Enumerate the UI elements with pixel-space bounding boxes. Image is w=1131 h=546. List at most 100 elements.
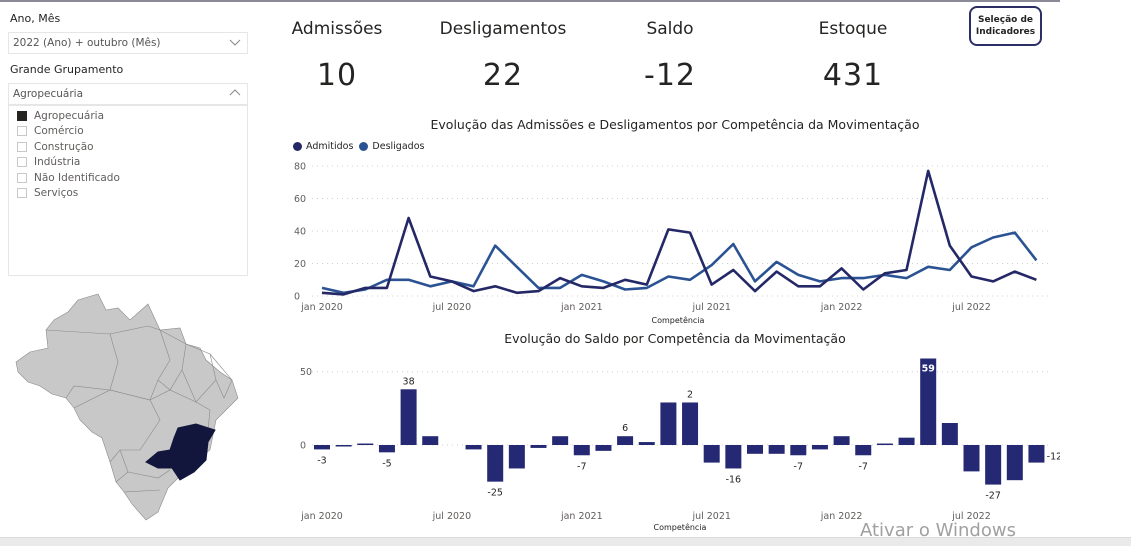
ano-mes-dropdown[interactable]: 2022 (Ano) + outubro (Mês) [8, 32, 248, 54]
bar[interactable] [768, 445, 785, 454]
data-point-admitidos[interactable] [1011, 268, 1019, 276]
bar[interactable] [811, 445, 828, 450]
data-point-desligados[interactable] [621, 286, 629, 294]
data-point-admitidos[interactable] [1032, 276, 1040, 284]
data-point-admitidos[interactable] [708, 281, 716, 289]
bar[interactable] [422, 436, 439, 445]
data-point-admitidos[interactable] [643, 281, 651, 289]
series-line-desligados[interactable] [321, 231, 1038, 295]
data-point-desligados[interactable] [686, 276, 694, 284]
data-point-desligados[interactable] [751, 277, 759, 285]
data-point-desligados[interactable] [838, 274, 846, 282]
data-point-desligados[interactable] [1032, 256, 1040, 264]
bar[interactable] [963, 445, 980, 472]
bar[interactable] [530, 445, 547, 448]
data-point-desligados[interactable] [729, 240, 737, 248]
data-point-desligados[interactable] [405, 276, 413, 284]
bar[interactable] [790, 445, 807, 456]
bar[interactable] [682, 402, 699, 445]
bar[interactable] [508, 445, 525, 469]
data-point-admitidos[interactable] [578, 282, 586, 290]
data-point-desligados[interactable] [903, 274, 911, 282]
checkbox[interactable] [17, 188, 27, 199]
data-point-desligados[interactable] [773, 258, 781, 266]
bar[interactable] [855, 445, 872, 456]
data-point-desligados[interactable] [1011, 229, 1019, 237]
data-point-desligados[interactable] [794, 271, 802, 279]
data-point-admitidos[interactable] [989, 277, 997, 285]
series-line-admitidos[interactable] [321, 169, 1037, 296]
data-point-desligados[interactable] [708, 261, 716, 269]
grande-grupamento-dropdown[interactable]: Agropecuária [8, 83, 248, 105]
data-point-admitidos[interactable] [491, 282, 499, 290]
bar[interactable] [660, 402, 677, 445]
bar[interactable] [357, 443, 374, 446]
state-minas-gerais[interactable] [145, 423, 216, 481]
data-point-admitidos[interactable] [599, 284, 607, 292]
bar[interactable] [876, 443, 893, 446]
data-point-desligados[interactable] [578, 271, 586, 279]
bar[interactable] [638, 442, 655, 445]
data-point-admitidos[interactable] [946, 242, 954, 250]
bar[interactable] [573, 445, 590, 456]
data-point-desligados[interactable] [491, 242, 499, 250]
bottom-scrollbar[interactable] [0, 537, 1131, 546]
legend-label-desligados[interactable]: Desligados [372, 141, 425, 152]
data-point-admitidos[interactable] [318, 289, 326, 297]
bar[interactable] [335, 445, 352, 447]
data-point-admitidos[interactable] [556, 274, 564, 282]
bar[interactable] [400, 389, 417, 445]
data-point-desligados[interactable] [556, 284, 564, 292]
option-item[interactable]: Serviços [9, 186, 247, 202]
option-item[interactable]: Construção [9, 139, 247, 155]
bar[interactable] [985, 445, 1002, 485]
bar[interactable] [833, 436, 850, 445]
checkbox[interactable] [17, 157, 27, 168]
data-point-admitidos[interactable] [816, 282, 824, 290]
selecao-indicadores-button[interactable]: Seleção de Indicadores [969, 6, 1042, 46]
bar[interactable] [725, 445, 742, 469]
bar[interactable] [1028, 445, 1045, 463]
data-point-desligados[interactable] [968, 243, 976, 251]
data-point-admitidos[interactable] [361, 284, 369, 292]
data-point-desligados[interactable] [664, 273, 672, 281]
data-point-admitidos[interactable] [383, 284, 391, 292]
checkbox[interactable] [17, 141, 27, 152]
data-point-admitidos[interactable] [794, 282, 802, 290]
bar[interactable] [941, 423, 958, 445]
data-point-admitidos[interactable] [426, 273, 434, 281]
data-point-desligados[interactable] [426, 282, 434, 290]
data-point-admitidos[interactable] [968, 273, 976, 281]
data-point-admitidos[interactable] [751, 287, 759, 295]
data-point-desligados[interactable] [513, 263, 521, 271]
data-point-admitidos[interactable] [470, 287, 478, 295]
data-point-desligados[interactable] [989, 234, 997, 242]
data-point-admitidos[interactable] [924, 167, 932, 175]
data-point-admitidos[interactable] [903, 266, 911, 274]
data-point-admitidos[interactable] [686, 229, 694, 237]
data-point-admitidos[interactable] [535, 287, 543, 295]
data-point-admitidos[interactable] [340, 290, 348, 298]
data-point-admitidos[interactable] [621, 276, 629, 284]
checkbox[interactable] [17, 172, 27, 183]
option-item[interactable]: Agropecuária [9, 108, 247, 124]
bar[interactable] [378, 445, 395, 453]
bar[interactable] [898, 437, 915, 445]
bar-chart[interactable]: 0 50 -3 -5 38 -25 -7 6 2 -16 -7 -7 59 -27 -12 jan 2020 j… [280, 350, 1060, 536]
option-item[interactable]: Indústria [9, 155, 247, 171]
data-point-desligados[interactable] [924, 263, 932, 271]
checkbox[interactable] [17, 126, 27, 137]
data-point-desligados[interactable] [859, 274, 867, 282]
legend-label-admitidos[interactable]: Admitidos [306, 141, 354, 152]
bar[interactable] [487, 445, 504, 482]
line-chart[interactable]: 0 20 40 60 80 jan 2020 jul 2020 jan 2021 jul 202… [280, 155, 1060, 330]
data-point-admitidos[interactable] [664, 225, 672, 233]
data-point-admitidos[interactable] [773, 268, 781, 276]
data-point-admitidos[interactable] [881, 269, 889, 277]
bar[interactable] [747, 445, 763, 454]
data-point-admitidos[interactable] [729, 266, 737, 274]
bar[interactable] [314, 445, 330, 450]
bar[interactable] [1006, 445, 1023, 481]
bar[interactable] [703, 445, 720, 463]
data-point-admitidos[interactable] [859, 286, 867, 294]
